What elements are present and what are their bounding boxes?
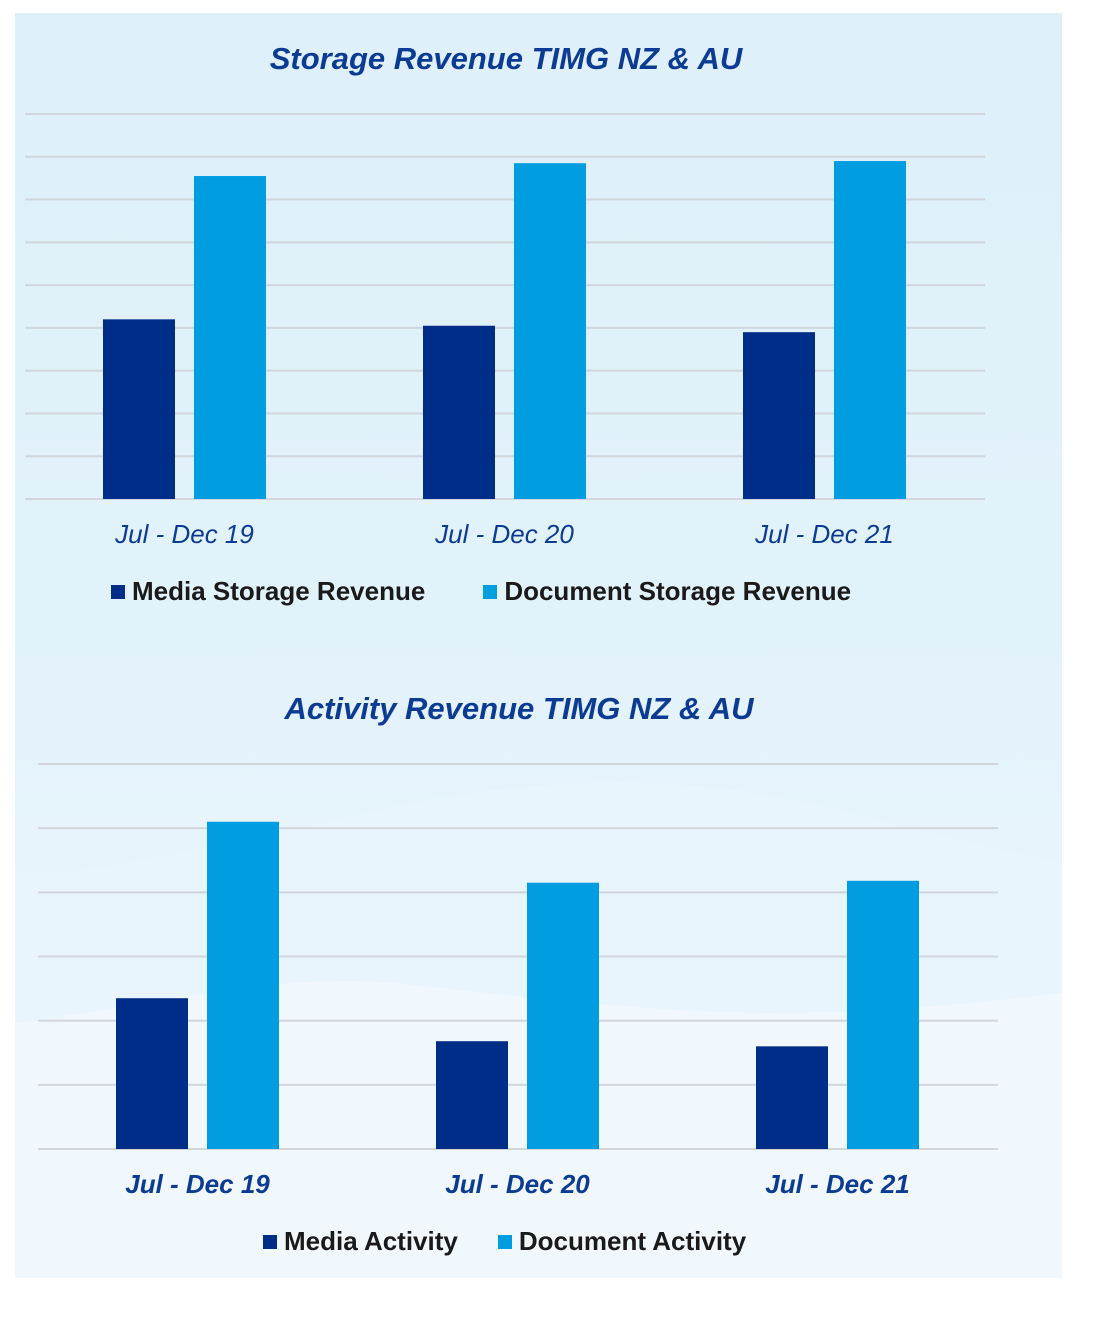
legend-label-document-storage: Document Storage Revenue bbox=[504, 576, 852, 606]
storage-category-label-3: Jul - Dec 21 bbox=[754, 519, 894, 549]
legend-swatch-document-storage bbox=[483, 584, 498, 599]
storage-category-label-2: Jul - Dec 20 bbox=[434, 519, 574, 549]
activity-category-label-3: Jul - Dec 21 bbox=[765, 1169, 910, 1199]
storage-bar-document-1 bbox=[194, 176, 266, 499]
legend-label-document-activity: Document Activity bbox=[518, 1226, 747, 1256]
activity-bar-document-1 bbox=[207, 821, 279, 1149]
activity-bar-media-3 bbox=[756, 1046, 828, 1149]
activity-bar-document-3 bbox=[847, 880, 919, 1149]
activity-bar-document-2 bbox=[527, 882, 599, 1149]
activity-chart-title: Activity Revenue TIMG NZ & AU bbox=[284, 691, 754, 726]
activity-category-label-2: Jul - Dec 20 bbox=[445, 1169, 590, 1199]
activity-revenue-chart: Jul - Dec 19 Jul - Dec 20 Jul - Dec 21 bbox=[38, 763, 998, 1199]
storage-legend: Media Storage Revenue Document Storage R… bbox=[111, 576, 851, 607]
storage-revenue-chart: Jul - Dec 19 Jul - Dec 20 Jul - Dec 21 bbox=[25, 113, 985, 549]
legend-item-media-activity: Media Activity bbox=[263, 1226, 458, 1257]
activity-legend: Media Activity Document Activity bbox=[263, 1226, 746, 1257]
activity-bar-media-2 bbox=[436, 1041, 508, 1149]
legend-label-media-activity: Media Activity bbox=[284, 1226, 458, 1256]
storage-bar-media-2 bbox=[423, 325, 495, 499]
chart-panel: Storage Revenue TIMG NZ & AU Jul - Dec 1… bbox=[15, 13, 1062, 1278]
legend-item-document-storage: Document Storage Revenue bbox=[483, 576, 851, 607]
storage-bar-document-3 bbox=[834, 161, 906, 500]
legend-item-document-activity: Document Activity bbox=[497, 1226, 747, 1257]
legend-swatch-document-activity bbox=[497, 1234, 512, 1249]
storage-bar-media-3 bbox=[743, 332, 815, 499]
storage-bar-document-2 bbox=[514, 163, 586, 499]
legend-swatch-media-storage bbox=[111, 584, 125, 599]
legend-item-media-storage: Media Storage Revenue bbox=[111, 576, 425, 607]
activity-category-label-1: Jul - Dec 19 bbox=[125, 1169, 270, 1199]
activity-bar-media-1 bbox=[116, 998, 188, 1149]
storage-chart-title: Storage Revenue TIMG NZ & AU bbox=[269, 41, 743, 76]
storage-bar-media-1 bbox=[103, 319, 175, 499]
legend-label-media-storage: Media Storage Revenue bbox=[132, 576, 426, 606]
storage-category-label-1: Jul - Dec 19 bbox=[114, 519, 254, 549]
legend-swatch-media-activity bbox=[263, 1234, 277, 1249]
